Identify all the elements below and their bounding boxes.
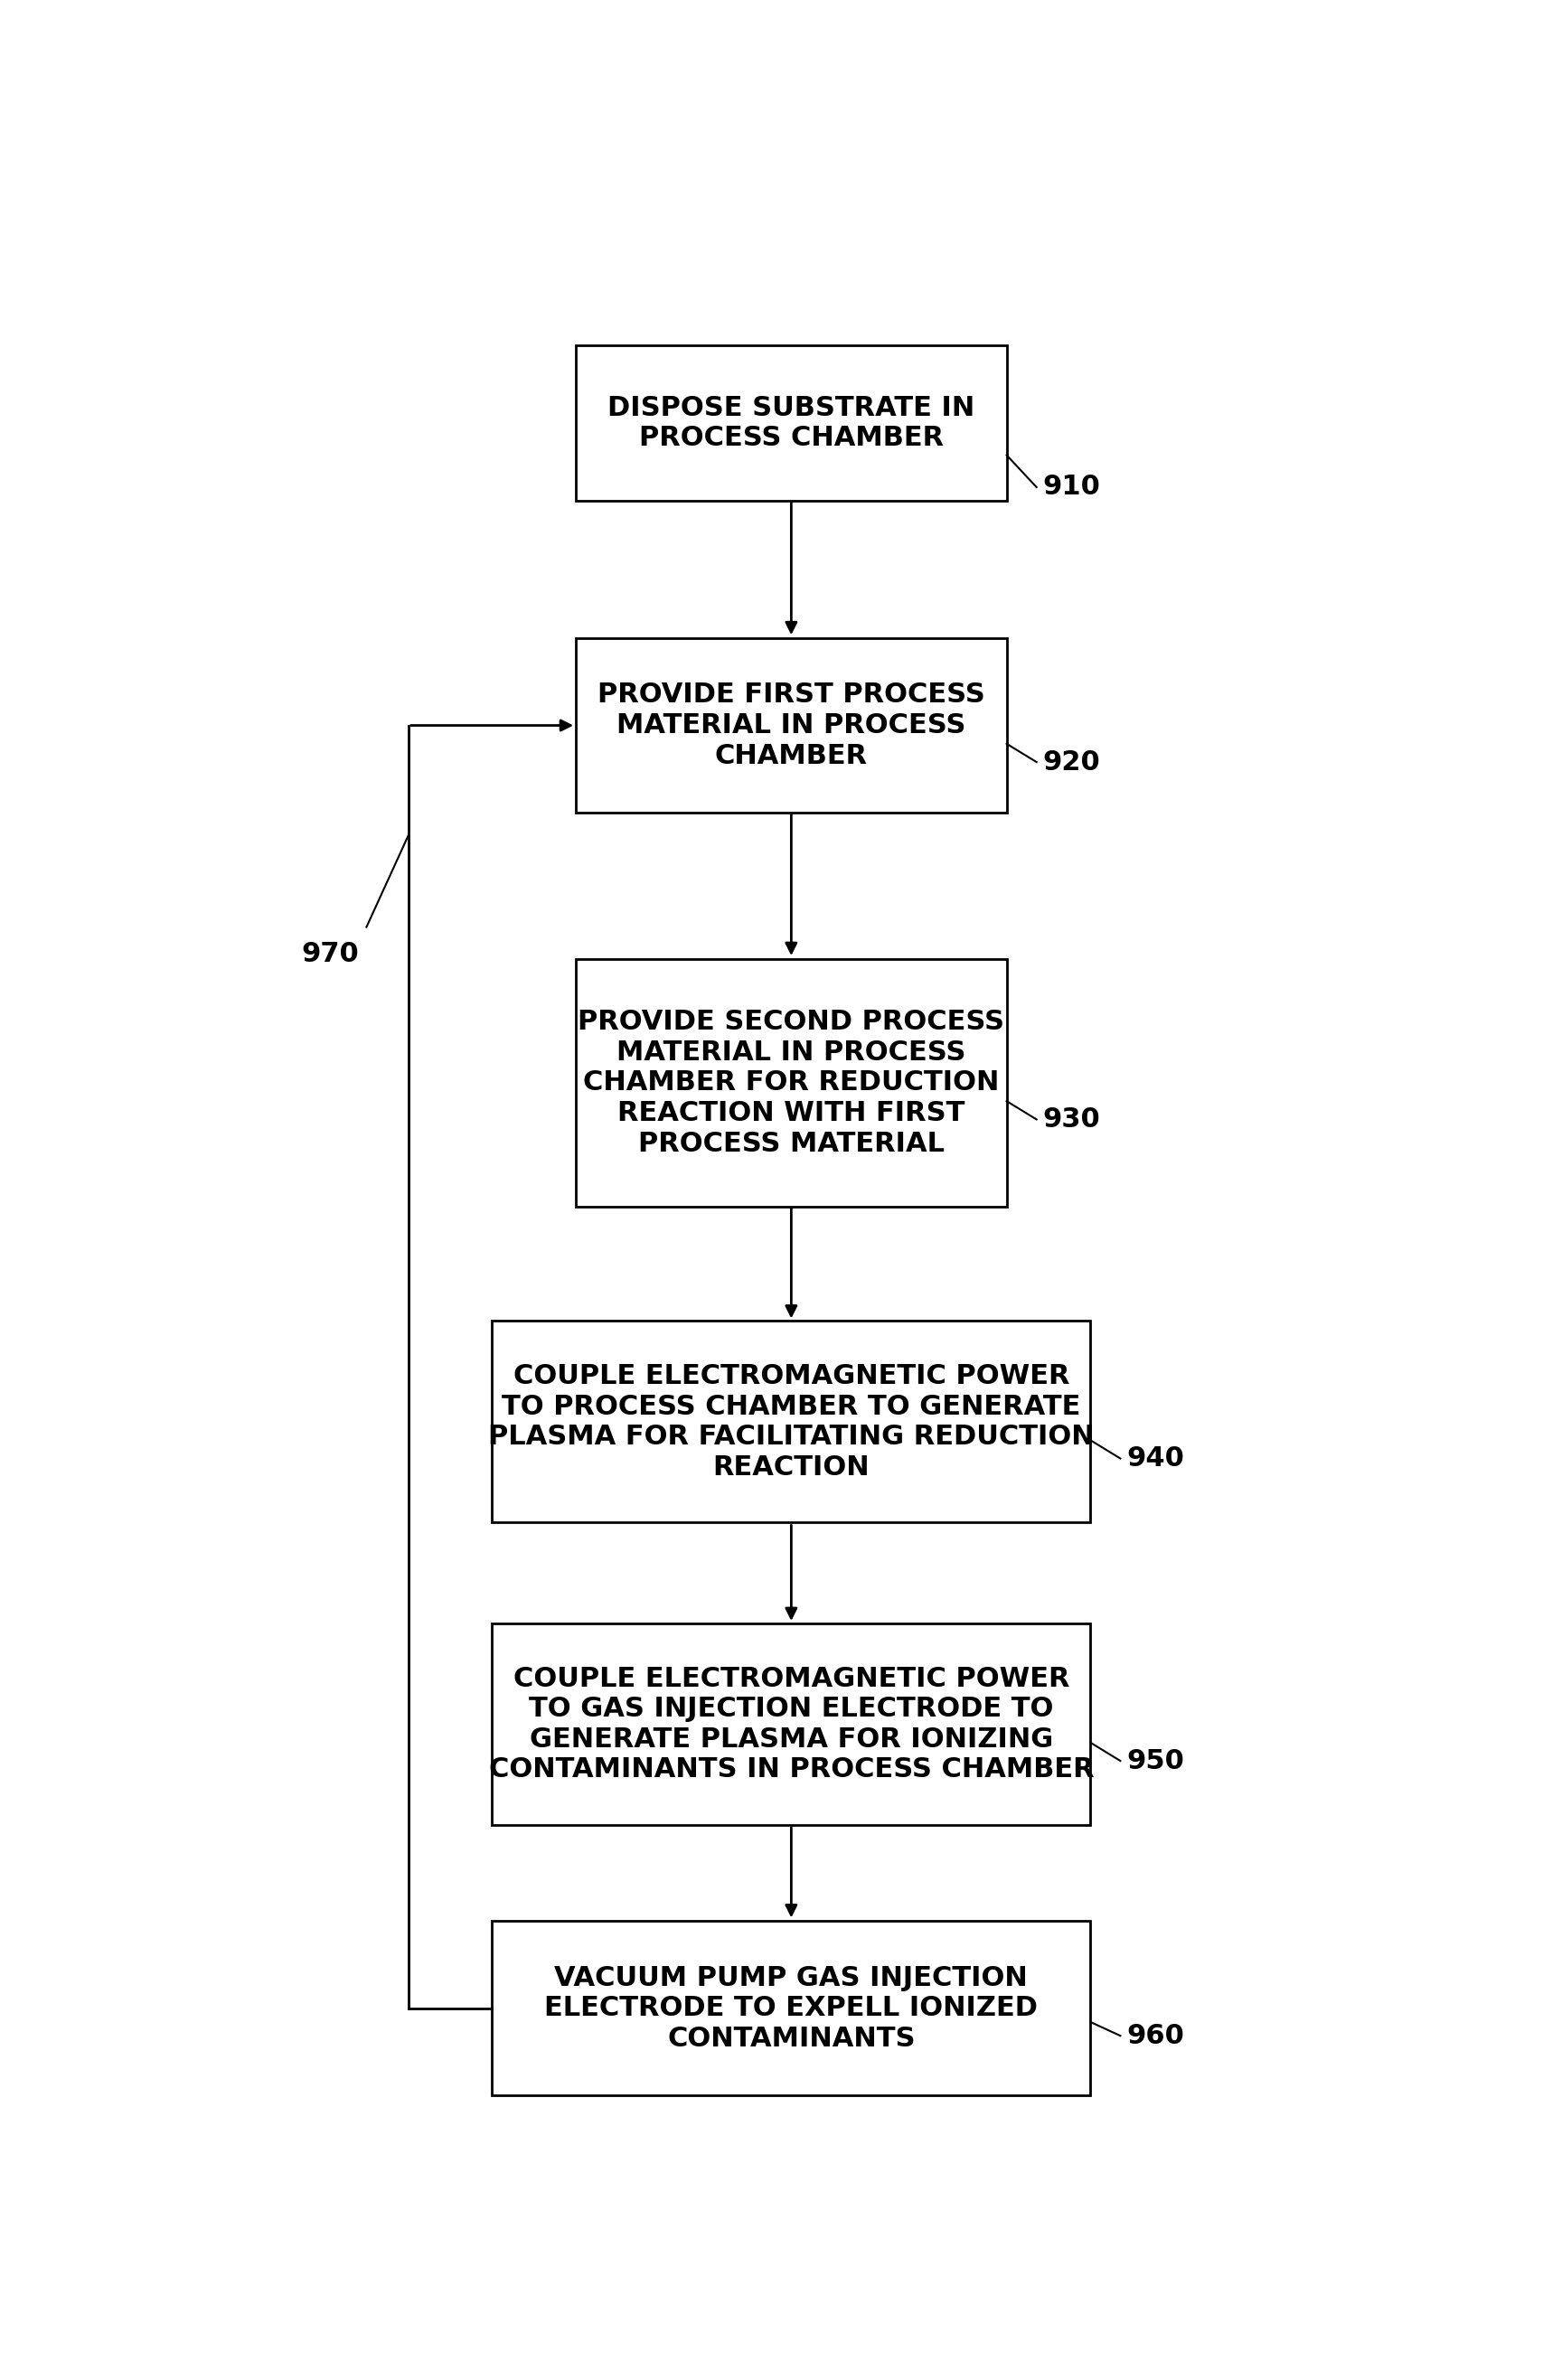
Text: 970: 970 <box>301 942 360 969</box>
Bar <box>576 638 1006 812</box>
Text: 960: 960 <box>1126 2023 1183 2049</box>
Text: 940: 940 <box>1126 1445 1183 1471</box>
Bar <box>576 345 1006 500</box>
Bar <box>492 1321 1089 1523</box>
Text: PROVIDE FIRST PROCESS
MATERIAL IN PROCESS
CHAMBER: PROVIDE FIRST PROCESS MATERIAL IN PROCES… <box>597 683 984 769</box>
Text: PROVIDE SECOND PROCESS
MATERIAL IN PROCESS
CHAMBER FOR REDUCTION
REACTION WITH F: PROVIDE SECOND PROCESS MATERIAL IN PROCE… <box>577 1009 1004 1157</box>
Text: 910: 910 <box>1042 474 1100 500</box>
Text: VACUUM PUMP GAS INJECTION
ELECTRODE TO EXPELL IONIZED
CONTAMINANTS: VACUUM PUMP GAS INJECTION ELECTRODE TO E… <box>545 1966 1037 2052</box>
Bar <box>576 959 1006 1207</box>
Text: 920: 920 <box>1042 750 1100 776</box>
Text: COUPLE ELECTROMAGNETIC POWER
TO GAS INJECTION ELECTRODE TO
GENERATE PLASMA FOR I: COUPLE ELECTROMAGNETIC POWER TO GAS INJE… <box>488 1666 1094 1783</box>
Text: 950: 950 <box>1126 1747 1183 1773</box>
Bar <box>492 1623 1089 1825</box>
Bar <box>492 1921 1089 2094</box>
Text: 930: 930 <box>1042 1107 1100 1133</box>
Text: DISPOSE SUBSTRATE IN
PROCESS CHAMBER: DISPOSE SUBSTRATE IN PROCESS CHAMBER <box>608 395 974 452</box>
Text: COUPLE ELECTROMAGNETIC POWER
TO PROCESS CHAMBER TO GENERATE
PLASMA FOR FACILITAT: COUPLE ELECTROMAGNETIC POWER TO PROCESS … <box>488 1364 1094 1480</box>
